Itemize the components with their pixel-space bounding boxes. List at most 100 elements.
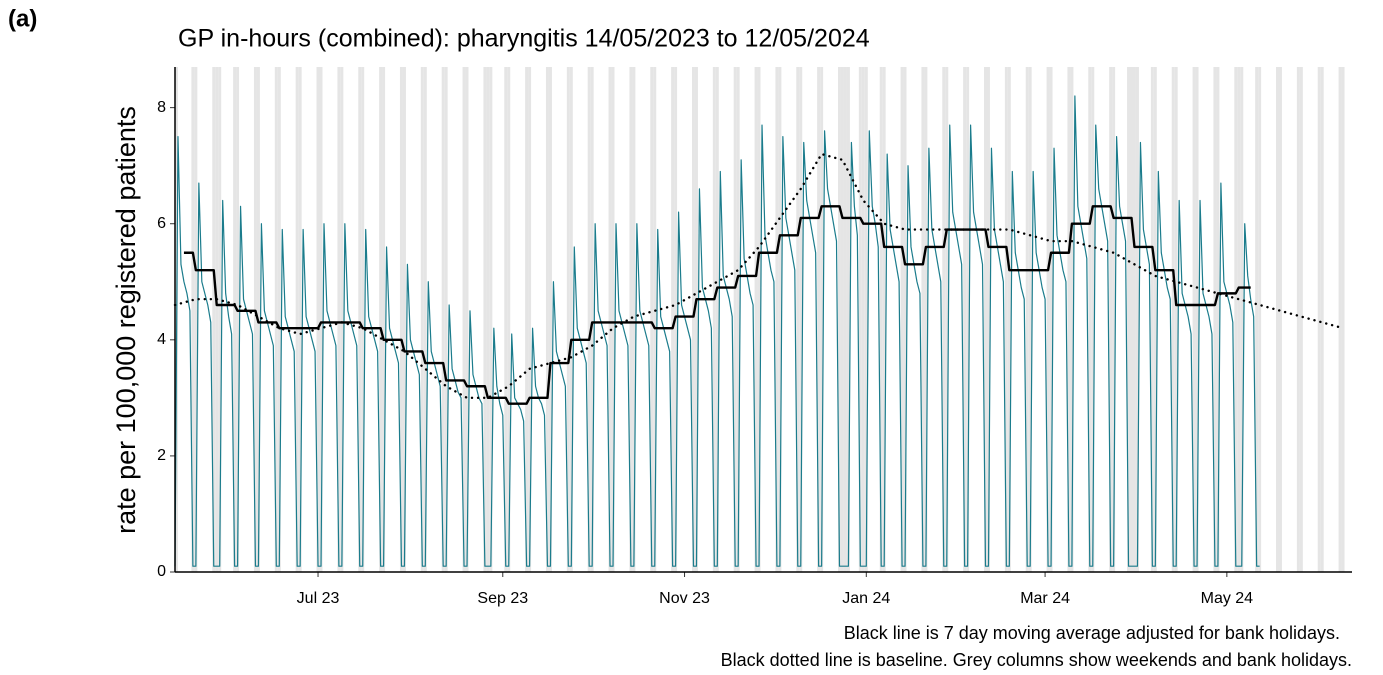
- weekend-column: [545, 67, 549, 572]
- weekend-column: [712, 67, 716, 572]
- weekend-column: [295, 67, 299, 572]
- weekend-column: [1192, 67, 1196, 572]
- weekend-column: [671, 67, 675, 572]
- weekend-column: [942, 67, 946, 572]
- weekend-column: [316, 67, 320, 572]
- weekend-column: [653, 67, 657, 572]
- weekend-column: [691, 67, 695, 572]
- weekend-column: [423, 67, 427, 572]
- weekend-column: [1195, 67, 1199, 572]
- weekend-column: [754, 67, 758, 572]
- weekend-column: [1276, 67, 1279, 572]
- series-line: [183, 205, 1251, 405]
- bank-holiday-column: [843, 67, 847, 572]
- chart-title: GP in-hours (combined): pharyngitis 14/0…: [178, 25, 870, 53]
- weekend-column: [444, 67, 448, 572]
- weekend-column: [775, 67, 779, 572]
- weekend-column: [1025, 67, 1029, 572]
- weekend-column: [528, 67, 532, 572]
- x-tick-label: Jan 24: [842, 590, 890, 607]
- weekend-column: [966, 67, 970, 572]
- weekend-column: [1150, 67, 1154, 572]
- weekend-column: [736, 67, 740, 572]
- weekend-column: [611, 67, 615, 572]
- bank-holiday-column: [1127, 67, 1131, 572]
- y-tick-label: 6: [157, 215, 166, 232]
- weekend-column: [1317, 67, 1321, 572]
- weekend-column: [1046, 67, 1050, 572]
- weekend-column: [1130, 67, 1133, 572]
- weekend-column: [215, 67, 219, 572]
- weekend-column: [903, 67, 907, 572]
- weekend-column: [1237, 67, 1241, 572]
- bank-holiday-column: [1135, 67, 1139, 572]
- bank-holiday-column: [864, 67, 868, 572]
- weekend-column: [921, 67, 925, 572]
- weekend-column: [337, 67, 341, 572]
- y-tick-label: 2: [157, 447, 166, 464]
- weekend-column: [507, 67, 511, 572]
- weekend-column: [486, 67, 490, 572]
- weekend-column: [566, 67, 570, 572]
- weekend-column: [1278, 67, 1282, 572]
- weekend-column: [1109, 67, 1113, 572]
- y-tick-label: 4: [157, 331, 166, 348]
- weekend-column: [483, 67, 487, 572]
- weekend-column: [1296, 67, 1300, 572]
- weekend-column: [1213, 67, 1217, 572]
- weekend-column: [548, 67, 552, 572]
- weekend-column: [608, 67, 612, 572]
- x-tick-label: Jul 23: [297, 590, 340, 607]
- weekend-column: [233, 67, 237, 572]
- weekend-column: [569, 67, 573, 572]
- weekend-column: [1049, 67, 1053, 572]
- weekend-column: [340, 67, 344, 572]
- weekend-column: [1338, 67, 1342, 572]
- weekend-column: [1234, 67, 1238, 572]
- weekend-column: [650, 67, 654, 572]
- weekend-column: [298, 67, 302, 572]
- weekend-column: [1258, 67, 1262, 572]
- weekend-column: [963, 67, 967, 572]
- weekend-column: [1070, 67, 1074, 572]
- weekend-column: [858, 67, 862, 572]
- weekend-column: [277, 67, 281, 572]
- weekend-column: [191, 67, 195, 572]
- weekend-column: [799, 67, 803, 572]
- weekend-column: [1174, 67, 1178, 572]
- weekend-column: [441, 67, 445, 572]
- x-tick-label: May 24: [1201, 590, 1254, 607]
- weekend-column: [319, 67, 323, 572]
- weekend-column: [361, 67, 365, 572]
- bank-holiday-column: [1240, 67, 1244, 572]
- panel-label: (a): [8, 5, 37, 32]
- weekend-column: [358, 67, 362, 572]
- weekend-column: [1091, 67, 1095, 572]
- weekend-column: [1255, 67, 1259, 572]
- weekend-column: [1153, 67, 1157, 572]
- weekend-column: [820, 67, 824, 572]
- weekend-column: [796, 67, 800, 572]
- x-tick-label: Sep 23: [477, 590, 528, 607]
- note: Black dotted line is baseline. Grey colu…: [721, 650, 1352, 670]
- weekend-column: [1171, 67, 1175, 572]
- note: Black line is 7 day moving average adjus…: [844, 623, 1340, 643]
- weekend-column: [694, 67, 698, 572]
- weekend-column: [882, 67, 886, 572]
- weekend-column: [945, 67, 949, 572]
- weekend-column: [212, 67, 216, 572]
- weekend-column: [840, 67, 844, 572]
- weekend-column: [1320, 67, 1324, 572]
- series-line: [174, 95, 1260, 567]
- weekend-column: [590, 67, 594, 572]
- weekend-column: [236, 67, 240, 572]
- weekend-column: [504, 67, 508, 572]
- weekend-column: [1112, 67, 1116, 572]
- weekend-column: [924, 67, 928, 572]
- plot-area: 0 2 4 6 8 Jul 23 Sep 23 Nov 23 Jan 24 Mar 24 May 2…: [157, 67, 1352, 607]
- weekend-column: [632, 67, 636, 572]
- weekend-column: [1004, 67, 1008, 572]
- series-line: [173, 152, 1345, 400]
- weekend-column: [861, 67, 865, 572]
